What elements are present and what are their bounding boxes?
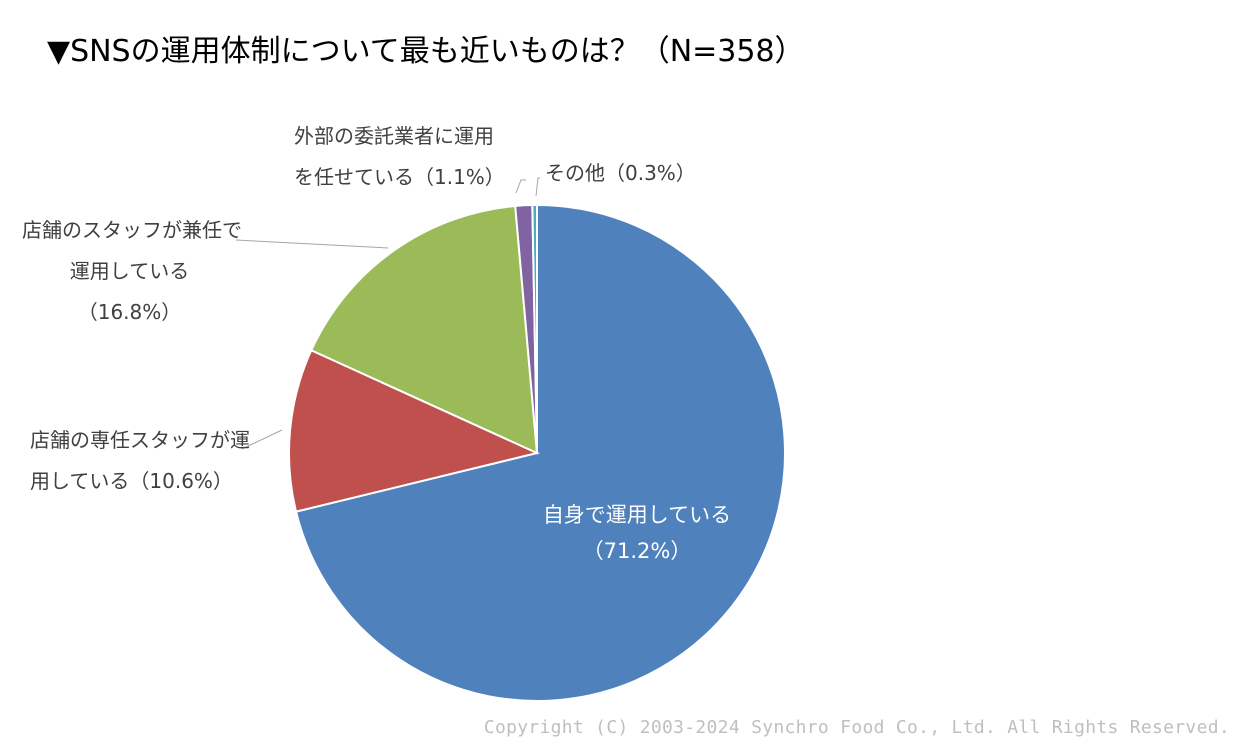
slice-label-2-line-1: 運用している [69, 259, 190, 283]
leader-line-slice-4 [535, 177, 540, 197]
slice-label-1-line-0: 店舗の専任スタッフが運 [30, 428, 250, 452]
slice-label-2-line-0: 店舗のスタッフが兼任で [22, 218, 242, 242]
slice-label-3-line-1: を任せている（1.1%） [294, 165, 505, 189]
slice-label-3-line-0: 外部の委託業者に運用 [294, 124, 494, 148]
slice-label-0: 自身で運用している （71.2%） [537, 497, 737, 569]
pie-slices [288, 203, 786, 702]
slice-label-3: 外部の委託業者に運用 を任せている（1.1%） [294, 116, 505, 198]
slice-label-4-line-0: その他（0.3%） [545, 161, 696, 185]
slice-label-0-line-0: 自身で運用している [542, 503, 732, 527]
leader-line-slice-3 [515, 179, 526, 194]
slice-label-1: 店舗の専任スタッフが運 用している（10.6%） [30, 420, 250, 502]
pie-slice-2 [309, 204, 539, 455]
copyright-notice: Copyright (C) 2003-2024 Synchro Food Co.… [483, 717, 1230, 738]
pie-slice-1 [288, 348, 541, 513]
slice-label-1-line-1: 用している（10.6%） [30, 469, 233, 493]
slice-label-2: 店舗のスタッフが兼任で 運用している （16.8%） [22, 210, 242, 333]
slice-label-2-line-2: （16.8%） [77, 300, 182, 324]
slice-label-4: その他（0.3%） [545, 153, 696, 194]
slice-label-0-line-1: （71.2%） [582, 539, 692, 563]
chart-title: ▼SNSの運用体制について最も近いものは？（N=358） [47, 34, 805, 69]
leader-line-slice-2 [235, 239, 389, 249]
leader-lines [235, 177, 540, 450]
pie-slice-0 [294, 203, 786, 702]
leader-line-slice-1 [241, 429, 283, 450]
pie-slice-4 [531, 203, 538, 454]
